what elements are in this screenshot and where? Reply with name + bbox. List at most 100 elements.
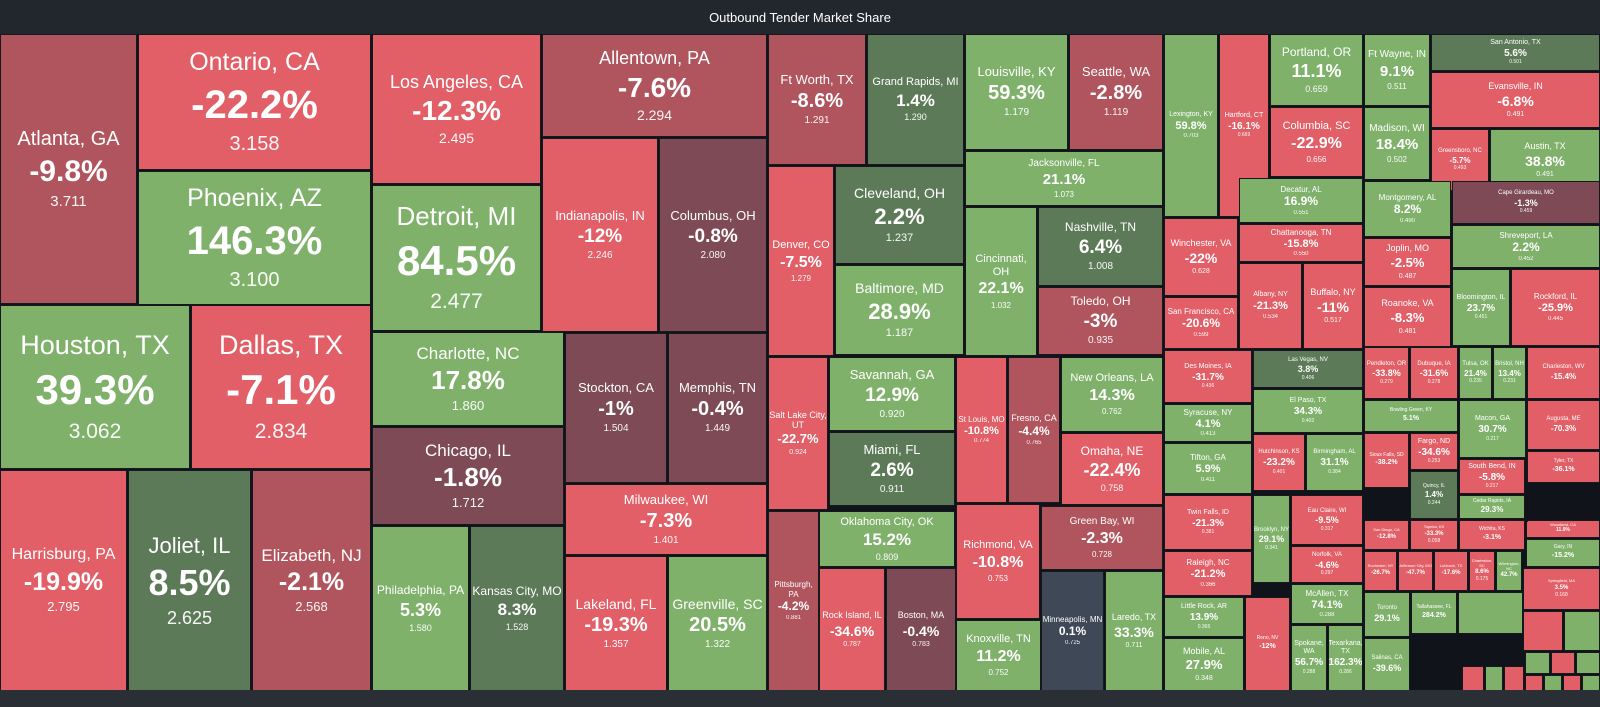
tile-wilmington-nc[interactable]: Wilmington, NC 42.7%: [1496, 551, 1522, 591]
tile-las-vegas-nv[interactable]: Las Vegas, NV 3.8% 0.406: [1253, 350, 1363, 388]
tile-pittsburgh-pa[interactable]: Pittsburgh, PA -4.2% 0.881: [768, 511, 819, 690]
tile-small-13[interactable]: [1526, 520, 1528, 522]
tile-seattle-wa[interactable]: Seattle, WA -2.8% 1.119: [1069, 34, 1163, 150]
tile-cincinnati-oh[interactable]: Cincinnati, OH 22.1% 1.032: [965, 207, 1037, 356]
tile-tyler-tx[interactable]: Tyler, TX -36.1%: [1527, 451, 1600, 483]
tile-ft-wayne-in[interactable]: Ft Wayne, IN 9.1% 0.511: [1364, 34, 1430, 106]
tile-tulsa-ok[interactable]: Tulsa, OK 21.4% 0.235: [1459, 347, 1492, 399]
tile-richmond-va[interactable]: Richmond, VA -10.8% 0.753: [956, 504, 1040, 619]
tile-tifton-ga[interactable]: Tifton, GA 5.9% 0.411: [1164, 443, 1252, 494]
tile-evansville-in[interactable]: Evansville, IN -6.8% 0.491: [1431, 72, 1600, 128]
tile-boston-ma[interactable]: Boston, MA -0.4% 0.783: [886, 568, 956, 690]
tile-portland-or[interactable]: Portland, OR 11.1% 0.659: [1270, 34, 1363, 106]
tile-elizabeth-nj[interactable]: Elizabeth, NJ -2.1% 2.568: [252, 470, 371, 690]
tile-raleigh-nc[interactable]: Raleigh, NC -21.2% 0.366: [1164, 551, 1252, 596]
tile-buffalo-ny[interactable]: Buffalo, NY -11% 0.517: [1303, 263, 1363, 349]
tile-winchester-va[interactable]: Winchester, VA -22% 0.628: [1164, 218, 1238, 296]
tile-small-2[interactable]: [1564, 611, 1600, 651]
tile-oklahoma-city-ok[interactable]: Oklahoma City, OK 15.2% 0.809: [819, 511, 955, 567]
tile-harrisburg-pa[interactable]: Harrisburg, PA -19.9% 2.795: [0, 470, 127, 690]
tile-topeka-ks[interactable]: Topeka, KS -33.3% 0.058: [1410, 520, 1458, 550]
tile-lexington-ky[interactable]: Lexington, KY 59.8% 0.703: [1164, 34, 1218, 217]
tile-philadelphia-pa[interactable]: Philadelphia, PA 5.3% 1.580: [372, 526, 469, 690]
tile-quincy-il[interactable]: Quincy, IL 1.4% 0.244: [1410, 471, 1458, 519]
tile-memphis-tn[interactable]: Memphis, TN -0.4% 1.449: [668, 333, 767, 483]
tile-small-6[interactable]: [1525, 652, 1550, 674]
tile-fresno-ca[interactable]: Fresno, CA -4.4% 0.765: [1008, 357, 1060, 503]
tile-bowling-green-ky[interactable]: Bowling Green, KY 5.1%: [1364, 400, 1458, 432]
tile-spokane-wa[interactable]: Spokane, WA 56.7% 0.288: [1291, 625, 1327, 690]
tile-chicago-il[interactable]: Chicago, IL -1.8% 1.712: [372, 427, 564, 525]
tile-bloomington-il[interactable]: Bloomington, IL 23.7% 0.451: [1452, 269, 1510, 346]
tile-joliet-il[interactable]: Joliet, IL 8.5% 2.625: [128, 470, 251, 690]
tile-charlotte-nc[interactable]: Charlotte, NC 17.8% 1.860: [372, 332, 564, 426]
tile-miami-fl[interactable]: Miami, FL 2.6% 0.911: [829, 432, 955, 506]
tile-dubuque-ia[interactable]: Dubuque, IA -31.6% 0.278: [1410, 347, 1458, 399]
tile-houston-tx[interactable]: Houston, TX 39.3% 3.062: [0, 305, 190, 469]
tile-sioux-falls-sd[interactable]: Sioux Falls, SD -38.2%: [1364, 433, 1409, 488]
tile-small-1[interactable]: [1523, 611, 1563, 651]
tile-san-francisco-ca[interactable]: San Francisco, CA -20.6% 0.599: [1164, 297, 1238, 349]
tile-new-orleans-la[interactable]: New Orleans, LA 14.3% 0.762: [1061, 357, 1163, 432]
tile-macon-ga[interactable]: Macon, GA 30.7% 0.217: [1459, 400, 1526, 458]
tile-mobile-al[interactable]: Mobile, AL 27.9% 0.348: [1164, 638, 1244, 690]
tile-des-moines-ia[interactable]: Des Moines, IA -31.7% 0.436: [1164, 350, 1252, 403]
tile-albany-ny[interactable]: Albany, NY -21.3% 0.534: [1239, 263, 1302, 349]
tile-salt-lake-city-ut[interactable]: Salt Lake City, UT -22.7% 0.924: [768, 357, 828, 510]
tile-bristol-nh[interactable]: Bristol, NH 13.4% 0.231: [1493, 347, 1526, 399]
tile-gary-in[interactable]: Gary, IN -15.2%: [1526, 539, 1600, 567]
tile-kansas-city-mo[interactable]: Kansas City, MO 8.3% 1.528: [470, 526, 564, 690]
tile-cape-girardeau-mo[interactable]: Cape Girardeau, MO -1.3% 0.459: [1452, 181, 1600, 224]
tile-small-8[interactable]: [1576, 652, 1600, 674]
tile-woodland-ca[interactable]: Woodland, CA 11.9%: [1526, 520, 1600, 538]
tile-lubbock-tx[interactable]: Lubbock, TX -17.6%: [1434, 551, 1468, 591]
tile-dallas-tx[interactable]: Dallas, TX -7.1% 2.834: [191, 305, 371, 469]
tile-little-rock-ar[interactable]: Little Rock, AR 13.9% 0.365: [1164, 597, 1244, 637]
tile-laredo-tx[interactable]: Laredo, TX 33.3% 0.711: [1105, 571, 1163, 690]
tile-fargo-nd[interactable]: Fargo, ND -34.6% 0.253: [1410, 433, 1458, 470]
tile-columbia-sc[interactable]: Columbia, SC -22.9% 0.656: [1270, 107, 1363, 177]
tile-small-11[interactable]: [1563, 675, 1581, 690]
tile-small-0[interactable]: [1458, 592, 1523, 634]
tile-greensboro-nc[interactable]: Greensboro, NC -5.7% 0.493: [1431, 129, 1489, 191]
tile-rockford-il[interactable]: Rockford, IL -25.9% 0.445: [1511, 269, 1600, 346]
tile-birmingham-al[interactable]: Birmingham, AL 31.1% 0.384: [1306, 434, 1363, 491]
tile-charleston-sc[interactable]: Charleston, SC 8.6% 0.175: [1469, 551, 1495, 591]
tile-hutchinson-ks[interactable]: Hutchinson, KS -23.2% 0.401: [1253, 434, 1305, 491]
tile-charleston-wv[interactable]: Charleston, WV -15.4%: [1527, 347, 1600, 399]
tile-small-3[interactable]: [1462, 666, 1484, 690]
tile-tallahassee-fl[interactable]: Tallahassee, FL 284.2%: [1411, 592, 1457, 634]
tile-ontario-ca[interactable]: Ontario, CA -22.2% 3.158: [138, 34, 371, 170]
tile-columbus-oh[interactable]: Columbus, OH -0.8% 2.080: [659, 138, 767, 332]
tile-small-7[interactable]: [1551, 652, 1575, 674]
tile-atlanta-ga[interactable]: Atlanta, GA -9.8% 3.711: [0, 34, 137, 304]
tile-greenville-sc[interactable]: Greenville, SC 20.5% 1.322: [668, 556, 767, 690]
tile-ft-worth-tx[interactable]: Ft Worth, TX -8.6% 1.291: [768, 34, 866, 165]
tile-salinas-ca[interactable]: Salinas, CA -39.6%: [1364, 638, 1410, 690]
tile-small-9[interactable]: [1525, 675, 1543, 690]
tile-los-angeles-ca[interactable]: Los Angeles, CA -12.3% 2.495: [372, 34, 541, 184]
tile-cedar-rapids-ia[interactable]: Cedar Rapids, IA 29.3%: [1459, 495, 1525, 519]
tile-el-paso-tx[interactable]: El Paso, TX 34.3% 0.402: [1253, 389, 1363, 433]
tile-grand-rapids-mi[interactable]: Grand Rapids, MI 1.4% 1.290: [867, 34, 964, 165]
tile-roanoke-va[interactable]: Roanoke, VA -8.3% 0.481: [1364, 287, 1451, 347]
tile-green-bay-wi[interactable]: Green Bay, WI -2.3% 0.728: [1041, 506, 1163, 570]
tile-st-louis-mo[interactable]: St Louis, MO -10.8% 0.774: [956, 357, 1007, 503]
tile-lakeland-fl[interactable]: Lakeland, FL -19.3% 1.357: [565, 556, 667, 690]
tile-san-antonio-tx[interactable]: San Antonio, TX 5.6% 0.501: [1431, 34, 1600, 71]
tile-denver-co[interactable]: Denver, CO -7.5% 1.279: [768, 166, 834, 356]
tile-nashville-tn[interactable]: Nashville, TN 6.4% 1.008: [1038, 207, 1163, 286]
tile-detroit-mi[interactable]: Detroit, MI 84.5% 2.477: [372, 185, 541, 331]
tile-brooklyn-ny[interactable]: Brooklyn, NY 29.1% 0.341: [1253, 495, 1290, 583]
tile-shreveport-la[interactable]: Shreveport, LA 2.2% 0.452: [1452, 225, 1600, 268]
tile-pendleton-or[interactable]: Pendleton, OR -33.8% 0.279: [1364, 347, 1409, 399]
tile-augusta-me[interactable]: Augusta, ME -70.3%: [1527, 400, 1600, 450]
tile-cleveland-oh[interactable]: Cleveland, OH 2.2% 1.237: [835, 166, 964, 264]
tile-toronto[interactable]: Toronto 29.1%: [1364, 592, 1410, 637]
tile-louisville-ky[interactable]: Louisville, KY 59.3% 1.179: [965, 34, 1068, 150]
tile-rochester-ny[interactable]: Rochester, NY -26.7%: [1364, 551, 1397, 591]
tile-springfield-ma[interactable]: Springfield, MA 3.5% 0.168: [1523, 568, 1600, 610]
tile-norfolk-va[interactable]: Norfolk, VA -4.6% 0.297: [1291, 546, 1363, 583]
tile-toledo-oh[interactable]: Toledo, OH -3% 0.935: [1038, 287, 1163, 355]
tile-stockton-ca[interactable]: Stockton, CA -1% 1.504: [565, 333, 667, 483]
